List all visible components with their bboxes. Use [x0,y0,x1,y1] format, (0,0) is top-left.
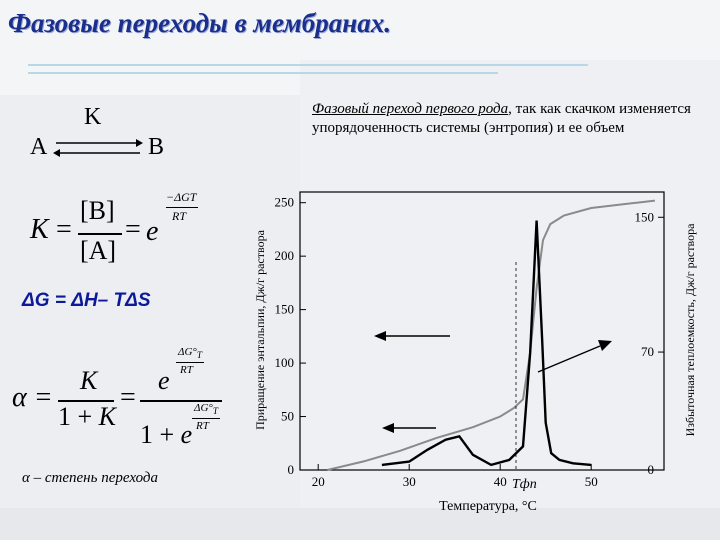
description-text: Фазовый переход первого рода, так как ск… [312,100,712,138]
alpha-bar-1 [58,400,114,402]
product-label: B [148,134,165,160]
x-axis-label: Температура, °C [439,499,537,514]
x-tick-label: 20 [312,474,325,489]
enthalpy-curve [327,199,656,471]
arrow-left-head-2 [382,423,394,433]
left-tick-label: 150 [275,302,295,317]
formula-denominator: [A] [80,236,117,265]
alpha-num-e: e [158,366,170,395]
formula-exp-numerator: −ΔGT [166,190,197,204]
formula-fraction-bar [78,233,122,235]
x-tick-label: 50 [585,474,598,489]
title-underline [28,64,588,66]
alpha-symbol: α = [12,382,53,413]
alpha-den-2: 1 + e [140,420,193,449]
left-tick-label: 200 [275,248,295,263]
alpha-exp2-den: RT [196,420,209,432]
left-tick-label: 0 [288,462,295,477]
alpha-bar-2 [140,400,222,402]
formula-numerator: [B] [80,196,115,225]
gibbs-equation: ΔG = ΔH– TΔS [22,290,151,311]
left-tick-label: 100 [275,355,295,370]
x-tick-label: 30 [403,474,416,489]
page-title: Фазовые переходы в мембранах. [8,8,391,38]
alpha-num: K [80,366,98,395]
right-tick-label: 150 [635,209,655,224]
arrow-left-head [374,331,386,341]
alpha-den: 1 + K [58,402,117,431]
formula-exp-base: e [146,216,159,247]
left-tick-label: 50 [281,409,294,424]
tfp-label: Tфп [512,477,537,492]
alpha-caption: α – степень перехода [22,470,158,486]
right-axis-ticks: 0 70 150 [635,209,664,477]
description-highlight: Фазовый переход первого рода [312,101,509,117]
left-axis-ticks: 0 50 100 150 200 250 [275,195,306,477]
y-left-axis-label: Приращение энтальпии, Дж/г раствора [253,229,267,429]
arrow-right-head [598,340,612,351]
formula-exp-bar [166,207,198,208]
formula-equals-2: = [125,214,141,245]
formula-lhs: K [30,214,49,245]
alpha-exp1: ΔG°T [178,346,202,361]
equilibrium-constant-label: K [84,104,102,130]
description-rest: , так как скачком изменяется упорядоченн… [312,101,691,136]
title-underline-secondary [28,72,498,74]
alpha-exp2: ΔG°T [194,402,218,417]
alpha-exp2-bar [192,418,220,419]
y-right-axis-label: Избыточная теплоемкость, Дж/г раствора [683,223,697,436]
formula-equals: = [56,214,72,245]
x-tick-label: 40 [494,474,507,489]
alpha-equals: = [120,382,136,413]
chart-plot-frame [299,191,665,471]
formula-exp-denominator: RT [172,209,187,223]
x-axis-ticks: 20 30 40 50 [312,464,598,489]
right-tick-label: 0 [648,462,655,477]
arrow-right-axis [537,345,601,373]
reactant-label: A [30,134,48,160]
heat-capacity-curve [381,220,592,467]
right-tick-label: 70 [641,344,654,359]
equilibrium-arrows-icon [53,139,143,157]
alpha-exp1-bar [176,362,204,363]
left-tick-label: 250 [275,195,295,210]
alpha-exp1-den: RT [180,364,193,376]
